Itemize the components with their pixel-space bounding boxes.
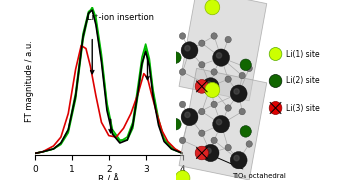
Circle shape (225, 76, 231, 82)
Circle shape (216, 119, 222, 125)
Circle shape (211, 137, 217, 144)
Text: Li(1) site: Li(1) site (286, 50, 320, 59)
Circle shape (216, 53, 222, 58)
Circle shape (246, 65, 252, 72)
Circle shape (239, 72, 245, 79)
Circle shape (179, 137, 186, 144)
Circle shape (269, 75, 282, 87)
Circle shape (225, 144, 231, 151)
X-axis label: R / Å: R / Å (98, 175, 119, 180)
Circle shape (234, 155, 239, 161)
Circle shape (185, 46, 190, 51)
Circle shape (269, 48, 282, 60)
Circle shape (206, 82, 211, 87)
Circle shape (202, 144, 219, 162)
Circle shape (181, 108, 198, 126)
Circle shape (195, 80, 208, 93)
Circle shape (185, 112, 190, 118)
Circle shape (205, 0, 220, 15)
Circle shape (246, 141, 252, 147)
Circle shape (199, 108, 205, 115)
Circle shape (211, 69, 217, 75)
Circle shape (181, 42, 198, 59)
Circle shape (206, 148, 211, 154)
Circle shape (240, 59, 251, 71)
Circle shape (199, 40, 205, 46)
Circle shape (213, 116, 230, 133)
Circle shape (175, 171, 190, 180)
Circle shape (230, 152, 247, 169)
Circle shape (199, 130, 205, 136)
Circle shape (179, 33, 186, 39)
Text: Li(2) site: Li(2) site (286, 76, 320, 86)
Text: Li⁺-ion insertion: Li⁺-ion insertion (87, 13, 154, 22)
Circle shape (211, 101, 217, 108)
Circle shape (199, 62, 205, 68)
Circle shape (269, 102, 282, 114)
Circle shape (239, 108, 245, 115)
Polygon shape (179, 0, 267, 101)
Circle shape (225, 36, 231, 43)
Circle shape (225, 105, 231, 111)
Circle shape (205, 82, 220, 98)
Circle shape (230, 85, 247, 102)
Circle shape (202, 78, 219, 95)
Circle shape (195, 146, 208, 160)
Circle shape (240, 126, 251, 137)
Circle shape (211, 33, 217, 39)
Circle shape (170, 52, 181, 63)
Circle shape (179, 101, 186, 108)
Circle shape (213, 49, 230, 66)
Circle shape (179, 69, 186, 75)
Text: Li(3) site: Li(3) site (286, 103, 320, 112)
Circle shape (234, 89, 239, 94)
Circle shape (170, 118, 181, 130)
Polygon shape (179, 68, 267, 180)
Y-axis label: FT magnitude / a.u.: FT magnitude / a.u. (25, 40, 34, 122)
Text: TiO₆ octahedral: TiO₆ octahedral (214, 156, 285, 179)
